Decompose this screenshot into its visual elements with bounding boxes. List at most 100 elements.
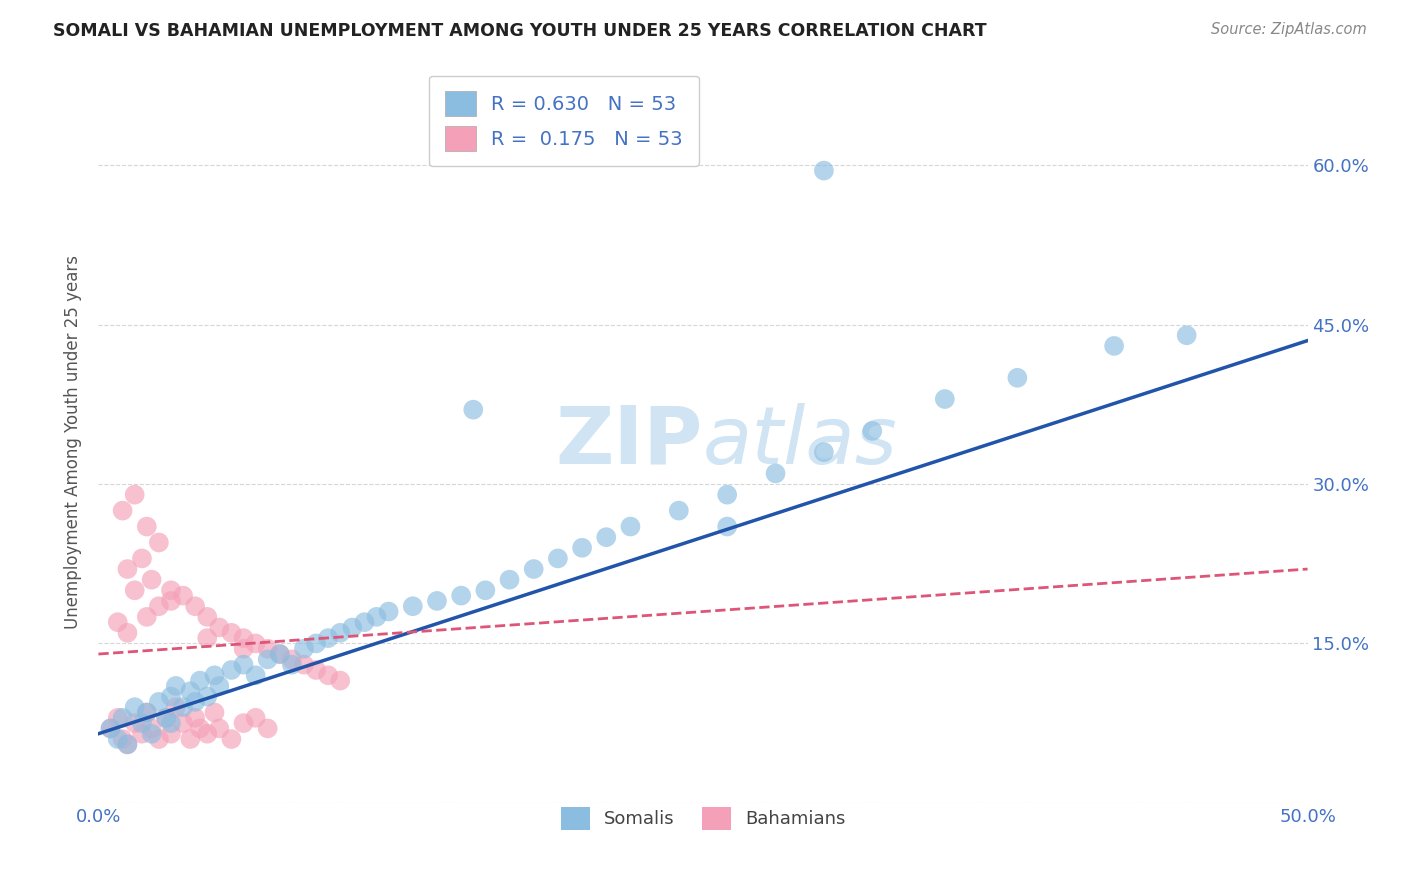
Point — [1175, 328, 1198, 343]
Point — [107, 711, 129, 725]
Point — [232, 631, 254, 645]
Point — [463, 402, 485, 417]
Point — [117, 562, 139, 576]
Point — [245, 636, 267, 650]
Point — [269, 647, 291, 661]
Point — [131, 716, 153, 731]
Point — [450, 589, 472, 603]
Point — [148, 535, 170, 549]
Point — [208, 679, 231, 693]
Point — [172, 700, 194, 714]
Point — [619, 519, 641, 533]
Point — [195, 727, 218, 741]
Point — [292, 657, 315, 672]
Point — [292, 641, 315, 656]
Point — [256, 652, 278, 666]
Point — [141, 573, 163, 587]
Point — [184, 711, 207, 725]
Point — [813, 445, 835, 459]
Point — [595, 530, 617, 544]
Point — [245, 711, 267, 725]
Point — [366, 610, 388, 624]
Point — [184, 695, 207, 709]
Point — [195, 690, 218, 704]
Point — [124, 488, 146, 502]
Point — [1007, 371, 1029, 385]
Point — [141, 727, 163, 741]
Point — [716, 519, 738, 533]
Point — [131, 727, 153, 741]
Point — [232, 657, 254, 672]
Point — [155, 711, 177, 725]
Point — [165, 700, 187, 714]
Point — [281, 657, 304, 672]
Point — [765, 467, 787, 481]
Point — [402, 599, 425, 614]
Point — [1102, 339, 1125, 353]
Point — [124, 700, 146, 714]
Point — [716, 488, 738, 502]
Point — [111, 711, 134, 725]
Point — [160, 594, 183, 608]
Point — [160, 690, 183, 704]
Point — [221, 625, 243, 640]
Point — [131, 551, 153, 566]
Point — [305, 636, 328, 650]
Point — [117, 625, 139, 640]
Point — [668, 503, 690, 517]
Point — [547, 551, 569, 566]
Point — [329, 673, 352, 688]
Point — [329, 625, 352, 640]
Point — [426, 594, 449, 608]
Point — [316, 631, 339, 645]
Point — [813, 163, 835, 178]
Point — [195, 610, 218, 624]
Point — [281, 652, 304, 666]
Point — [232, 716, 254, 731]
Point — [160, 727, 183, 741]
Point — [245, 668, 267, 682]
Text: atlas: atlas — [703, 402, 898, 481]
Point — [179, 684, 201, 698]
Point — [305, 663, 328, 677]
Y-axis label: Unemployment Among Youth under 25 years: Unemployment Among Youth under 25 years — [65, 254, 83, 629]
Point — [221, 663, 243, 677]
Point — [179, 732, 201, 747]
Point — [256, 722, 278, 736]
Point — [316, 668, 339, 682]
Text: Source: ZipAtlas.com: Source: ZipAtlas.com — [1211, 22, 1367, 37]
Point — [232, 641, 254, 656]
Point — [135, 706, 157, 720]
Point — [860, 424, 883, 438]
Point — [204, 668, 226, 682]
Point — [208, 620, 231, 634]
Point — [117, 737, 139, 751]
Point — [208, 722, 231, 736]
Point — [221, 732, 243, 747]
Point — [474, 583, 496, 598]
Point — [111, 503, 134, 517]
Point — [172, 716, 194, 731]
Point — [934, 392, 956, 406]
Point — [172, 589, 194, 603]
Point — [135, 610, 157, 624]
Point — [353, 615, 375, 630]
Point — [188, 673, 211, 688]
Point — [342, 620, 364, 634]
Point — [188, 722, 211, 736]
Text: SOMALI VS BAHAMIAN UNEMPLOYMENT AMONG YOUTH UNDER 25 YEARS CORRELATION CHART: SOMALI VS BAHAMIAN UNEMPLOYMENT AMONG YO… — [53, 22, 987, 40]
Point — [111, 732, 134, 747]
Point — [165, 679, 187, 693]
Point — [135, 706, 157, 720]
Point — [377, 605, 399, 619]
Point — [160, 583, 183, 598]
Point — [195, 631, 218, 645]
Point — [100, 722, 122, 736]
Point — [523, 562, 546, 576]
Point — [135, 519, 157, 533]
Point — [100, 722, 122, 736]
Point — [498, 573, 520, 587]
Point — [155, 711, 177, 725]
Point — [124, 583, 146, 598]
Point — [148, 695, 170, 709]
